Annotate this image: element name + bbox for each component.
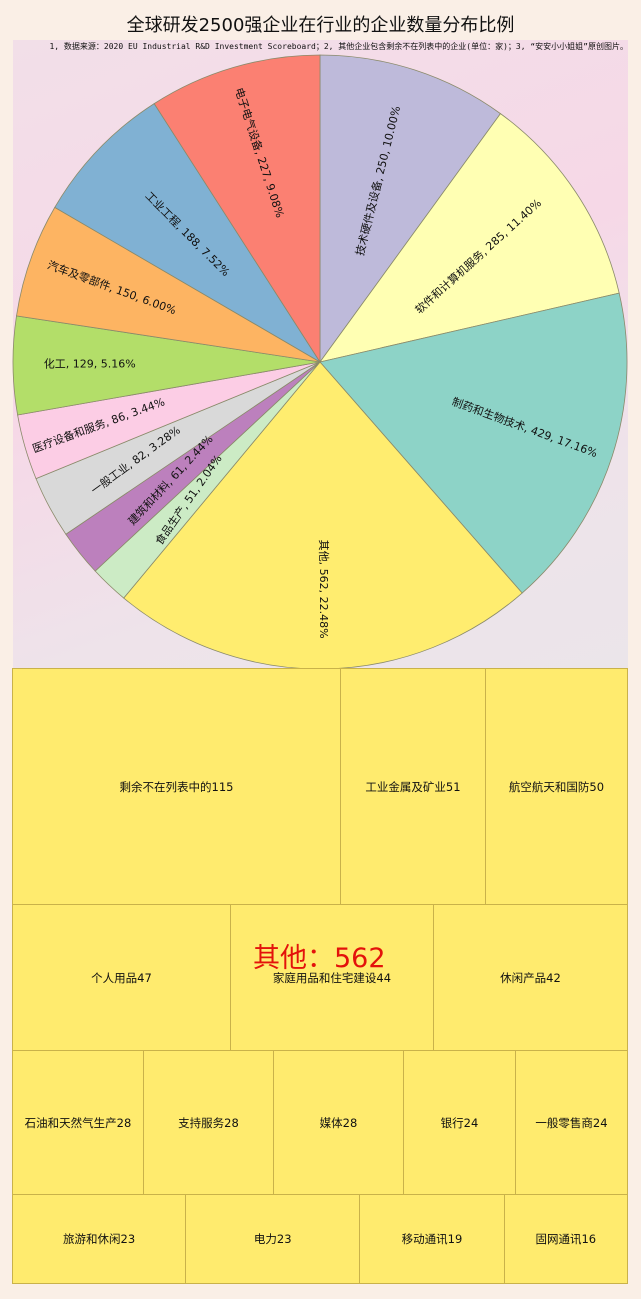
treemap-cell: 剩余不在列表中的115 — [12, 668, 341, 905]
treemap-cell: 一般零售商24 — [515, 1050, 628, 1195]
treemap-cell: 个人用品47 — [12, 904, 231, 1051]
pie-slice — [319, 292, 628, 594]
treemap-cell: 休闲产品42 — [433, 904, 628, 1051]
treemap-cell: 家庭用品和住宅建设44 — [230, 904, 434, 1051]
pie-slice — [54, 103, 321, 363]
treemap-cell: 工业金属及矿业51 — [340, 668, 486, 905]
others-total-label: 其他：562 — [253, 943, 386, 974]
treemap-cell: 移动通讯19 — [359, 1194, 505, 1284]
treemap-cell: 石油和天然气生产28 — [12, 1050, 144, 1195]
pie-slice — [319, 113, 620, 363]
treemap-cell: 旅游和休闲23 — [12, 1194, 187, 1284]
treemap-cell: 媒体28 — [273, 1050, 404, 1195]
treemap-cell: 固网通讯16 — [503, 1194, 629, 1284]
source-note: 1, 数据来源：2020 EU Industrial R&D Investmen… — [49, 42, 628, 51]
treemap-cell: 电力23 — [185, 1194, 361, 1284]
chart-title: 全球研发2500强企业在行业的企业数量分布比例 — [126, 15, 515, 36]
pie-slice-label: 化工, 129, 5.16% — [44, 357, 136, 371]
pie-slices — [12, 54, 628, 670]
pie-slice-label: 其他, 562, 22.48% — [317, 540, 330, 639]
treemap-cell: 银行24 — [403, 1050, 516, 1195]
pie-chart: 技术硬件及设备, 250, 10.00% 软件和计算机服务, 285, 11.40… — [12, 54, 628, 670]
treemap-cell: 支持服务28 — [143, 1050, 274, 1195]
pie-slice — [319, 54, 502, 364]
pie-slice — [153, 54, 321, 364]
treemap-cell: 航空航天和国防50 — [485, 668, 628, 905]
treemap-others: 剩余不在列表中的115 工业金属及矿业51 航空航天和国防50 个人用品47 家… — [12, 668, 629, 1284]
